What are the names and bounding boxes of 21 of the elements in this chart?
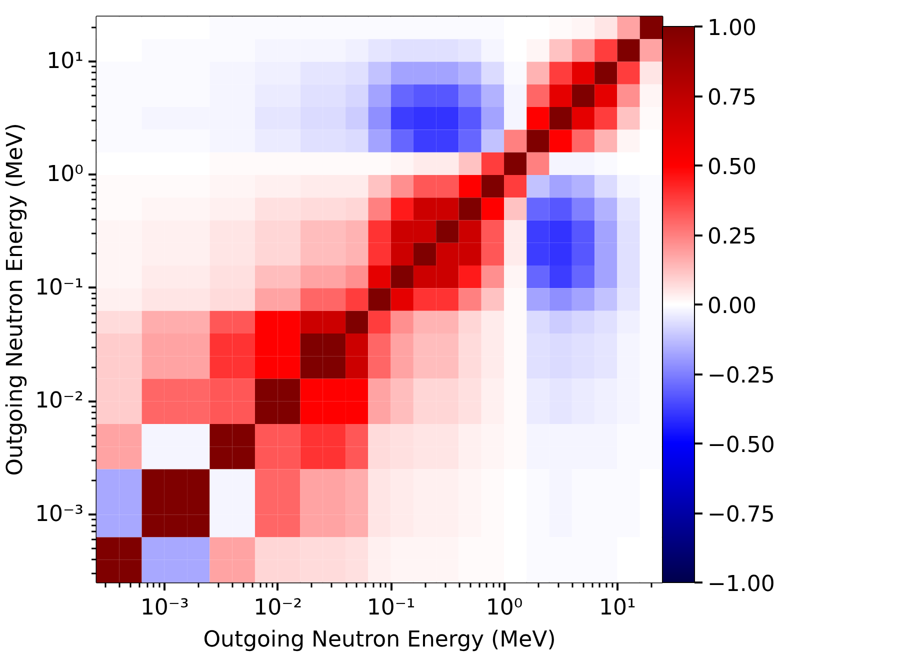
y-axis-title: Outgoing Neutron Energy (MeV) — [3, 123, 28, 476]
x-tick-label: 10⁻³ — [140, 596, 189, 620]
color-bar-label: 0.25 — [708, 224, 756, 250]
y-tick-label: 10⁻² — [35, 388, 84, 414]
color-bar-label: 1.00 — [708, 16, 756, 41]
x-tick-label: 10⁻² — [254, 596, 302, 620]
y-tick-label: 10¹ — [46, 49, 84, 74]
color-bar-label: 0.50 — [708, 155, 756, 180]
y-tick-label: 10⁻¹ — [35, 275, 84, 300]
color-bar-label: 0.00 — [708, 294, 756, 319]
y-tick-label: 10⁻³ — [35, 502, 84, 527]
x-tick-label: 10⁻¹ — [366, 596, 416, 620]
color-bar-label: −0.25 — [708, 364, 775, 388]
x-axis-title: Outgoing Neutron Energy (MeV) — [203, 628, 556, 652]
y-tick-label: 10⁰ — [46, 162, 84, 188]
color-bar-label: 0.75 — [708, 86, 756, 110]
color-bar-label: −0.75 — [708, 502, 775, 528]
x-tick-label: 10¹ — [599, 596, 636, 620]
x-tick-label: 10⁰ — [486, 596, 523, 620]
color-bar-label: −0.50 — [708, 433, 775, 458]
color-bar-label: −1.00 — [708, 572, 775, 597]
